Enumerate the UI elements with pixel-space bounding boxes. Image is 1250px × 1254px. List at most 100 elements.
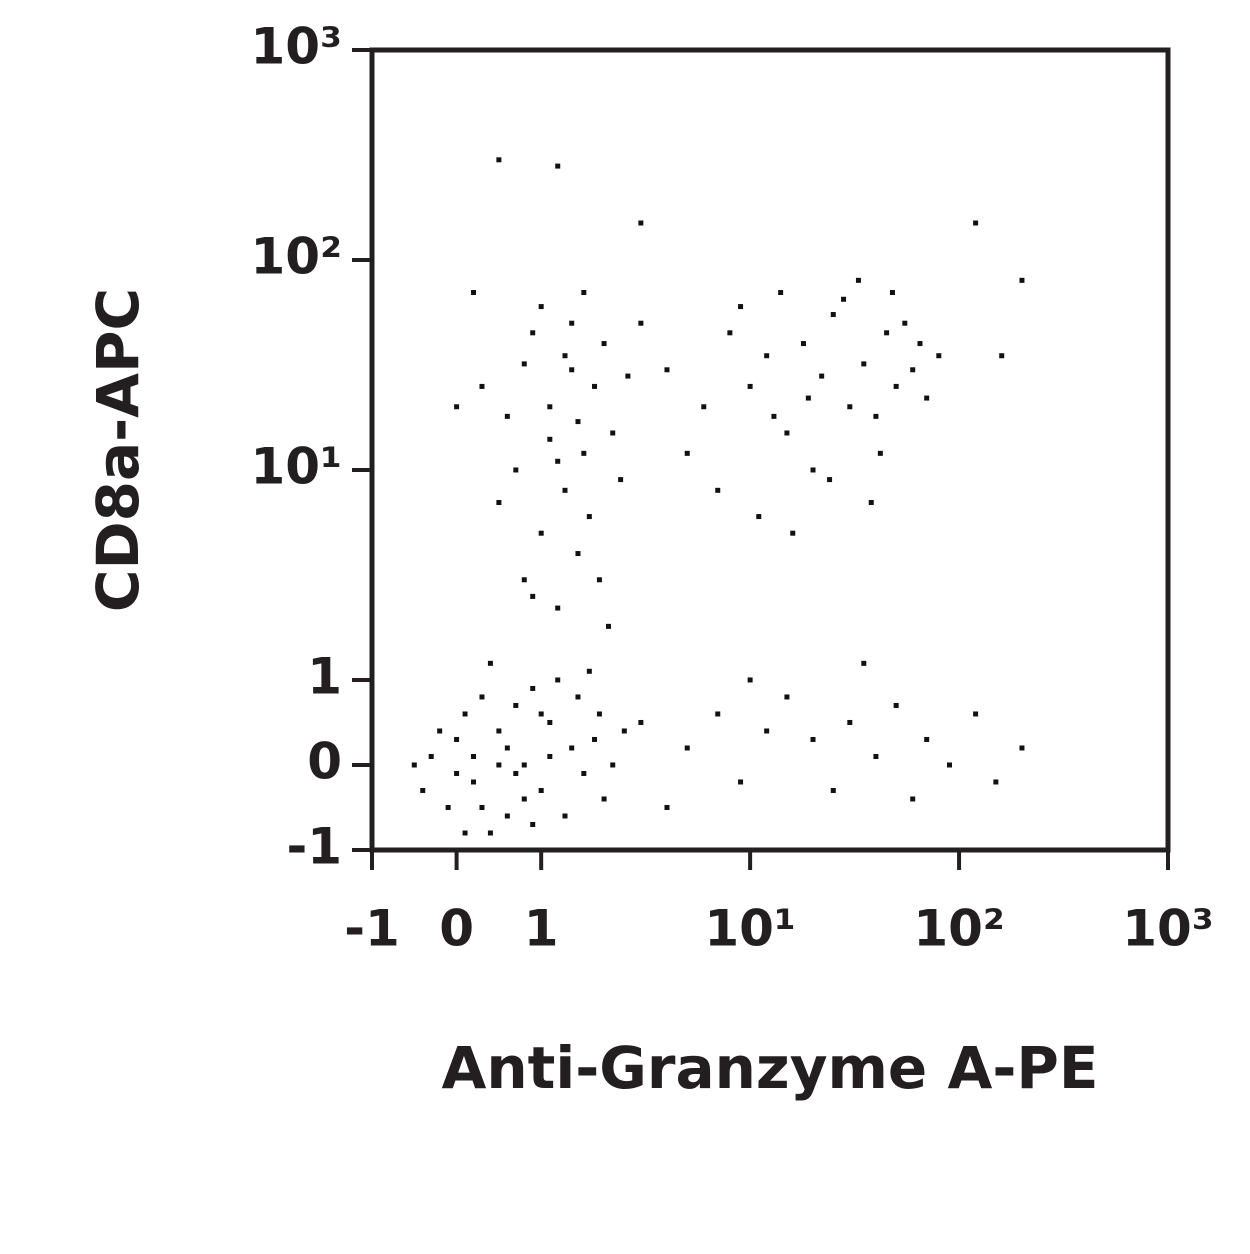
point — [575, 551, 581, 557]
point — [830, 312, 836, 318]
point — [513, 702, 519, 708]
point — [581, 450, 587, 456]
point — [562, 813, 568, 819]
point — [496, 500, 502, 506]
point — [454, 404, 460, 410]
point — [861, 361, 867, 367]
point — [547, 719, 553, 725]
x-tick-label: 10³ — [1122, 900, 1213, 958]
point — [596, 711, 602, 717]
point — [847, 719, 853, 725]
point — [562, 353, 568, 359]
point — [827, 477, 833, 483]
point — [530, 821, 536, 827]
point — [428, 753, 434, 759]
point — [810, 467, 816, 473]
point — [420, 787, 426, 793]
point — [999, 353, 1005, 359]
x-tick-label: 10² — [913, 900, 1004, 958]
point — [547, 753, 553, 759]
x-axis-label: Anti-Granzyme A-PE — [441, 1034, 1098, 1102]
point — [530, 685, 536, 691]
point — [830, 787, 836, 793]
y-tick-label: -1 — [286, 818, 342, 876]
x-tick-label: 0 — [439, 900, 474, 958]
y-tick-label: 1 — [307, 647, 342, 705]
point — [756, 514, 762, 520]
point — [471, 290, 477, 296]
point — [638, 320, 644, 326]
point — [893, 383, 899, 389]
point — [437, 728, 443, 734]
point — [738, 779, 744, 785]
point — [684, 450, 690, 456]
point — [569, 320, 575, 326]
point — [893, 702, 899, 708]
point — [569, 367, 575, 373]
point — [569, 745, 575, 751]
point — [841, 296, 847, 302]
point — [810, 736, 816, 742]
point — [471, 779, 477, 785]
point — [973, 220, 979, 226]
point — [521, 577, 527, 583]
point — [496, 762, 502, 768]
point — [771, 413, 777, 419]
point — [868, 500, 874, 506]
point — [601, 341, 607, 347]
point — [764, 728, 770, 734]
point — [454, 770, 460, 776]
plot-frame — [369, 47, 1171, 853]
point — [861, 660, 867, 666]
point — [947, 762, 952, 768]
point — [664, 804, 670, 810]
point — [538, 304, 544, 310]
point — [936, 353, 942, 359]
point — [596, 577, 602, 583]
point — [610, 762, 616, 768]
point — [917, 341, 923, 347]
point — [601, 796, 607, 802]
point — [530, 330, 536, 336]
point — [973, 711, 979, 717]
point — [819, 373, 825, 379]
point — [805, 395, 811, 401]
point — [471, 753, 477, 759]
point — [889, 290, 895, 296]
point — [462, 830, 468, 836]
point — [625, 373, 631, 379]
point — [684, 745, 690, 751]
point — [581, 290, 587, 296]
point — [586, 668, 592, 674]
point — [738, 304, 744, 310]
point — [504, 413, 510, 419]
point — [784, 430, 790, 436]
point — [877, 450, 883, 456]
point — [638, 220, 644, 226]
point — [924, 736, 930, 742]
point — [884, 330, 890, 336]
point — [479, 694, 485, 700]
point — [547, 436, 553, 442]
y-tick-label: 10¹ — [251, 437, 342, 495]
point — [530, 593, 536, 599]
point — [910, 796, 916, 802]
point — [873, 413, 879, 419]
point — [586, 514, 592, 520]
x-tick-label: 1 — [524, 900, 559, 958]
point — [715, 487, 721, 493]
point — [873, 753, 879, 759]
point — [715, 711, 721, 717]
point — [784, 694, 790, 700]
point — [910, 367, 916, 373]
point — [521, 762, 527, 768]
point — [454, 736, 460, 742]
point — [592, 383, 598, 389]
y-tick-label: 0 — [307, 732, 342, 790]
point — [1019, 745, 1025, 751]
point — [790, 530, 796, 536]
point — [538, 711, 544, 717]
y-tick-label: 10² — [251, 227, 342, 285]
